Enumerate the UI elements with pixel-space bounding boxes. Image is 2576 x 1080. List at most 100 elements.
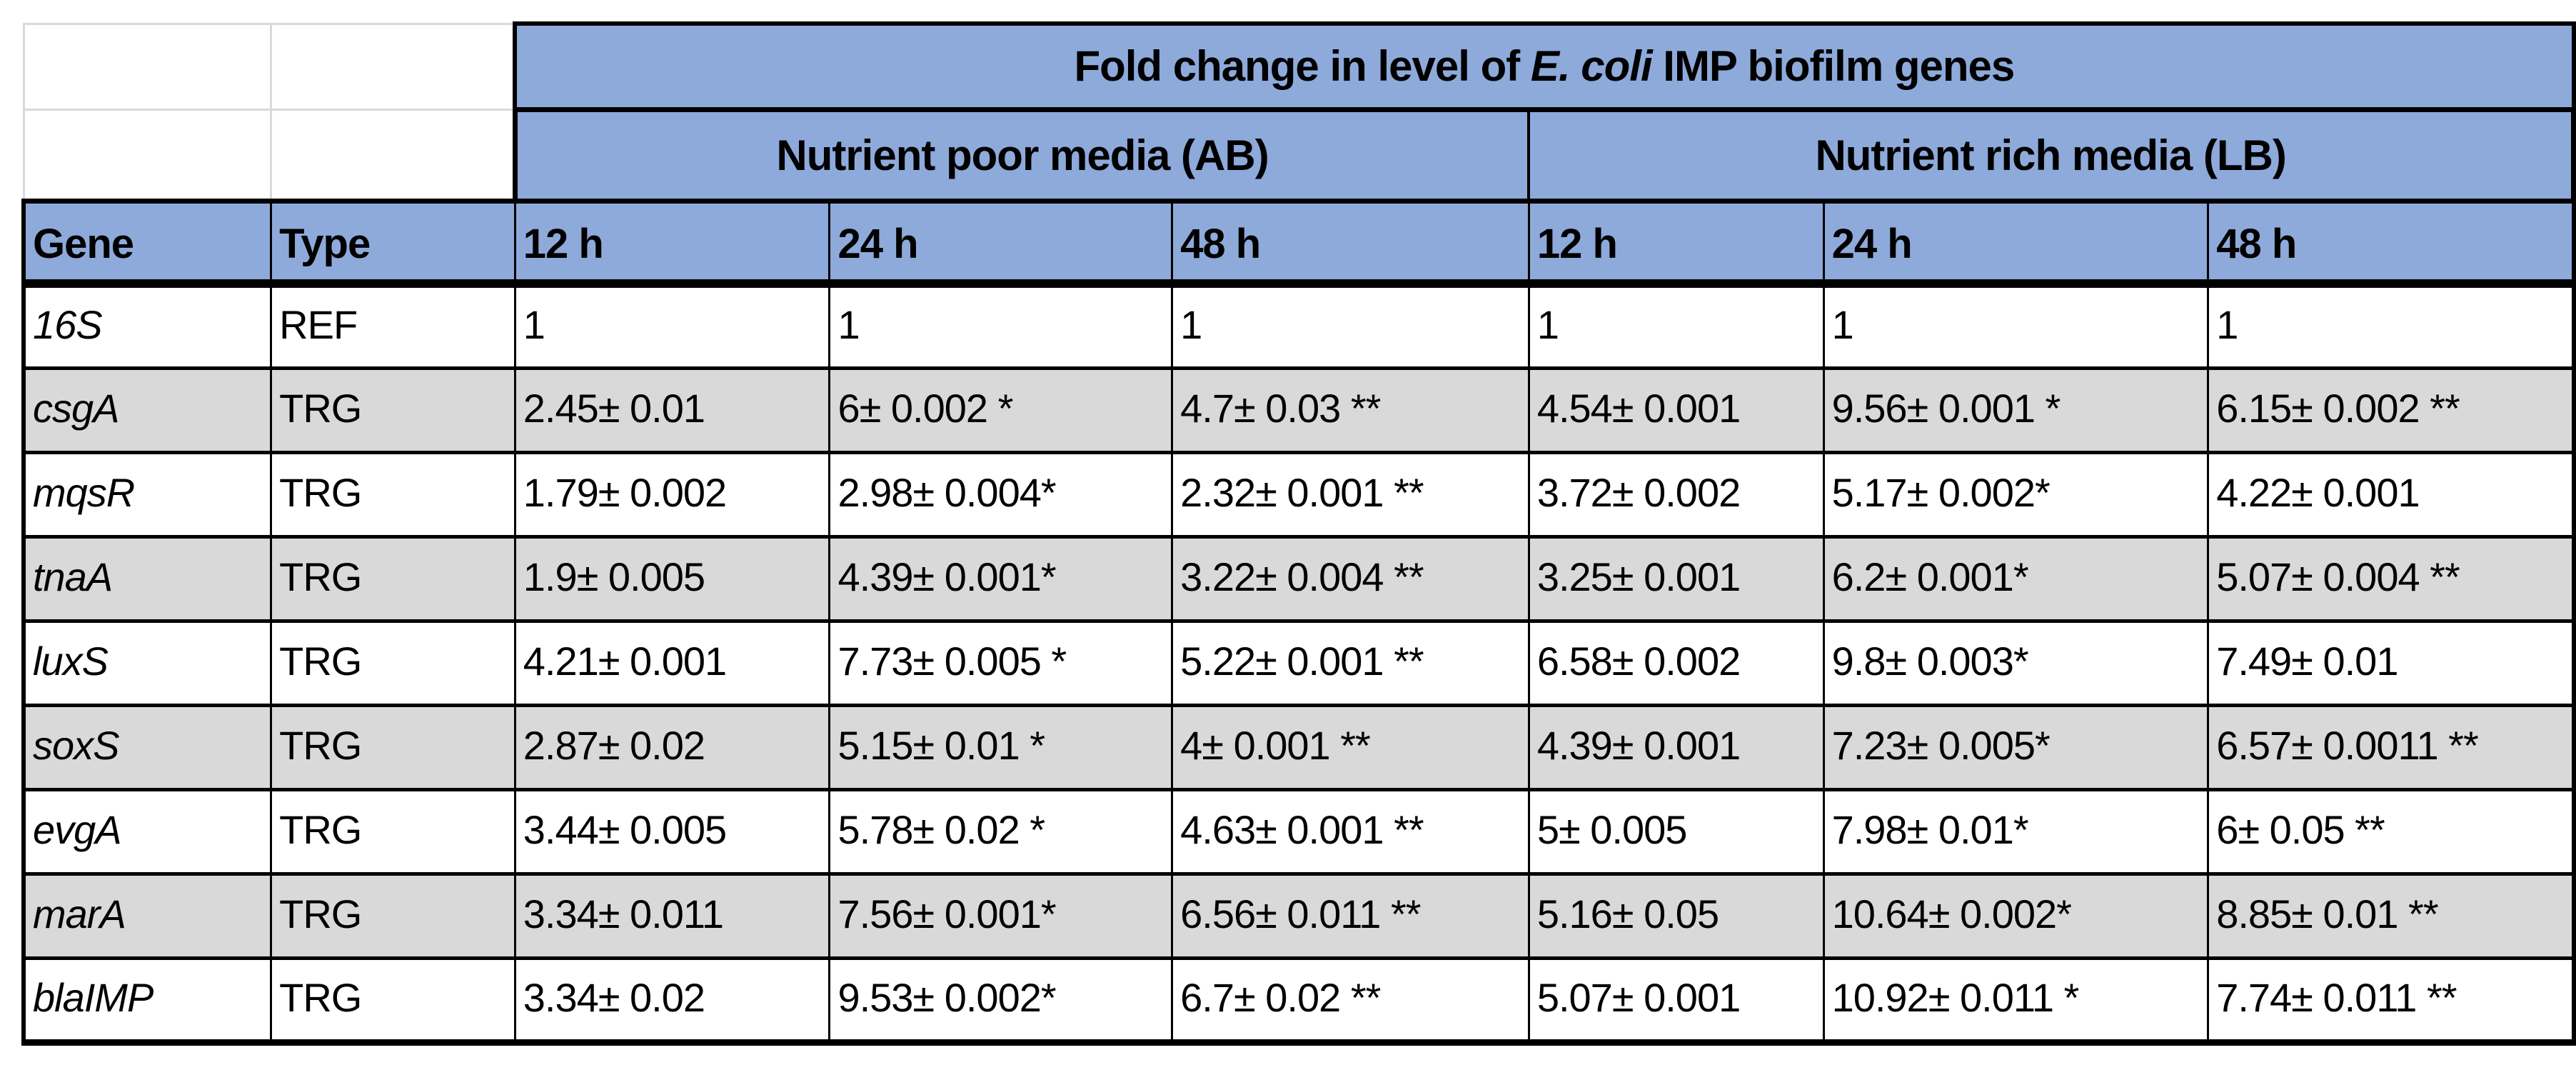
cell-value: 4.63± 0.001 ** <box>1171 787 1530 876</box>
cell-value: 1 <box>1822 281 2210 370</box>
cell-value: 4.22± 0.001 <box>2207 450 2576 539</box>
cell-type: TRG <box>270 787 516 876</box>
cell-value: 9.8± 0.003* <box>1822 619 2210 707</box>
cell-value: 6.58± 0.002 <box>1527 619 1825 707</box>
table-title-row: Fold change in level of E. coli IMP biof… <box>22 21 2576 112</box>
cell-type: REF <box>270 281 516 370</box>
cell-gene: mqsR <box>21 450 273 539</box>
cell-value: 1 <box>1527 281 1825 370</box>
cell-value: 5.07± 0.004 ** <box>2207 534 2576 623</box>
cell-value: 3.72± 0.002 <box>1527 450 1825 539</box>
cell-value: 3.34± 0.011 <box>513 871 831 960</box>
cell-value: 4.7± 0.03 ** <box>1171 366 1530 454</box>
cell-value: 3.34± 0.02 <box>513 956 831 1046</box>
col-header-lb-12h: 12 h <box>1527 198 1825 288</box>
cell-value: 10.92± 0.011 * <box>1822 956 2210 1046</box>
title-suffix: IMP biofilm genes <box>1651 42 2015 91</box>
media-group-row: Nutrient poor media (AB) Nutrient rich m… <box>22 106 2576 204</box>
cell-type: TRG <box>270 703 516 791</box>
cell-gene: blaIMP <box>21 956 273 1046</box>
table-row-tnaA: tnaA TRG 1.9± 0.005 4.39± 0.001* 3.22± 0… <box>21 534 2576 623</box>
group-header-nutrient-rich: Nutrient rich media (LB) <box>1527 106 2576 204</box>
cell-value: 6± 0.05 ** <box>2207 787 2576 876</box>
title-species-italic: E. coli <box>1530 42 1653 91</box>
col-header-lb-48h: 48 h <box>2207 198 2576 288</box>
cell-value: 1 <box>2207 281 2576 370</box>
cell-gene: luxS <box>21 619 273 707</box>
table-row-mqsR: mqsR TRG 1.79± 0.002 2.98± 0.004* 2.32± … <box>21 450 2576 539</box>
table-row-evgA: evgA TRG 3.44± 0.005 5.78± 0.02 * 4.63± … <box>21 787 2576 876</box>
cell-value: 3.25± 0.001 <box>1527 534 1825 623</box>
table-row-marA: marA TRG 3.34± 0.011 7.56± 0.001* 6.56± … <box>21 871 2576 960</box>
cell-gene: csgA <box>21 366 273 454</box>
col-header-lb-24h: 24 h <box>1822 198 2210 288</box>
empty-cell <box>22 108 273 202</box>
cell-type: TRG <box>270 619 516 707</box>
cell-value: 5.22± 0.001 ** <box>1171 619 1530 707</box>
col-header-ab-12h: 12 h <box>513 198 831 288</box>
cell-value: 1.9± 0.005 <box>513 534 831 623</box>
cell-gene: tnaA <box>21 534 273 623</box>
cell-value: 6.7± 0.02 ** <box>1171 956 1530 1046</box>
biofilm-gene-table: Fold change in level of E. coli IMP biof… <box>21 21 2576 1046</box>
table-row-luxS: luxS TRG 4.21± 0.001 7.73± 0.005 * 5.22±… <box>21 619 2576 707</box>
cell-value: 7.23± 0.005* <box>1822 703 2210 791</box>
cell-value: 7.73± 0.005 * <box>828 619 1174 707</box>
cell-value: 7.98± 0.01* <box>1822 787 2210 876</box>
col-header-type: Type <box>270 198 516 288</box>
cell-type: TRG <box>270 366 516 454</box>
cell-value: 5.17± 0.002* <box>1822 450 2210 539</box>
cell-value: 5.16± 0.05 <box>1527 871 1825 960</box>
cell-value: 8.85± 0.01 ** <box>2207 871 2576 960</box>
cell-value: 4.54± 0.001 <box>1527 366 1825 454</box>
cell-value: 1.79± 0.002 <box>513 450 831 539</box>
group-header-nutrient-poor: Nutrient poor media (AB) <box>512 106 1531 204</box>
cell-value: 5± 0.005 <box>1527 787 1825 876</box>
cell-value: 6.57± 0.0011 ** <box>2207 703 2576 791</box>
cell-value: 2.98± 0.004* <box>828 450 1174 539</box>
column-header-row: Gene Type 12 h 24 h 48 h 12 h 24 h 48 h <box>21 198 2576 288</box>
cell-value: 7.74± 0.011 ** <box>2207 956 2576 1046</box>
col-header-ab-48h: 48 h <box>1171 198 1530 288</box>
title-prefix: Fold change in level of <box>1074 42 1531 91</box>
cell-value: 4.39± 0.001 <box>1527 703 1825 791</box>
cell-value: 9.56± 0.001 * <box>1822 366 2210 454</box>
cell-value: 10.64± 0.002* <box>1822 871 2210 960</box>
table-title: Fold change in level of E. coli IMP biof… <box>513 21 2576 112</box>
cell-value: 4.39± 0.001* <box>828 534 1174 623</box>
cell-value: 3.44± 0.005 <box>513 787 831 876</box>
empty-cell <box>270 22 516 111</box>
cell-value: 2.87± 0.02 <box>513 703 831 791</box>
cell-value: 1 <box>828 281 1174 370</box>
cell-value: 6.56± 0.011 ** <box>1171 871 1530 960</box>
cell-type: TRG <box>270 534 516 623</box>
cell-value: 4± 0.001 ** <box>1171 703 1530 791</box>
cell-value: 1 <box>513 281 831 370</box>
cell-gene: soxS <box>21 703 273 791</box>
cell-value: 9.53± 0.002* <box>828 956 1174 1046</box>
table-row-16S: 16S REF 1 1 1 1 1 1 <box>21 281 2576 370</box>
table-row-soxS: soxS TRG 2.87± 0.02 5.15± 0.01 * 4± 0.00… <box>21 703 2576 791</box>
cell-value: 4.21± 0.001 <box>513 619 831 707</box>
table-row-blaIMP: blaIMP TRG 3.34± 0.02 9.53± 0.002* 6.7± … <box>21 956 2576 1046</box>
fold-change-table: Fold change in level of E. coli IMP biof… <box>21 21 2576 1046</box>
cell-value: 6± 0.002 * <box>828 366 1174 454</box>
cell-value: 1 <box>1171 281 1530 370</box>
col-header-ab-24h: 24 h <box>828 198 1174 288</box>
cell-gene: evgA <box>21 787 273 876</box>
cell-value: 5.78± 0.02 * <box>828 787 1174 876</box>
cell-type: TRG <box>270 450 516 539</box>
cell-value: 7.49± 0.01 <box>2207 619 2576 707</box>
cell-value: 5.15± 0.01 * <box>828 703 1174 791</box>
cell-value: 7.56± 0.001* <box>828 871 1174 960</box>
empty-cell <box>22 22 273 111</box>
cell-gene: marA <box>21 871 273 960</box>
empty-cell <box>270 108 516 202</box>
cell-value: 3.22± 0.004 ** <box>1171 534 1530 623</box>
cell-gene: 16S <box>21 281 273 370</box>
cell-value: 6.2± 0.001* <box>1822 534 2210 623</box>
cell-type: TRG <box>270 871 516 960</box>
cell-value: 6.15± 0.002 ** <box>2207 366 2576 454</box>
cell-type: TRG <box>270 956 516 1046</box>
cell-value: 5.07± 0.001 <box>1527 956 1825 1046</box>
